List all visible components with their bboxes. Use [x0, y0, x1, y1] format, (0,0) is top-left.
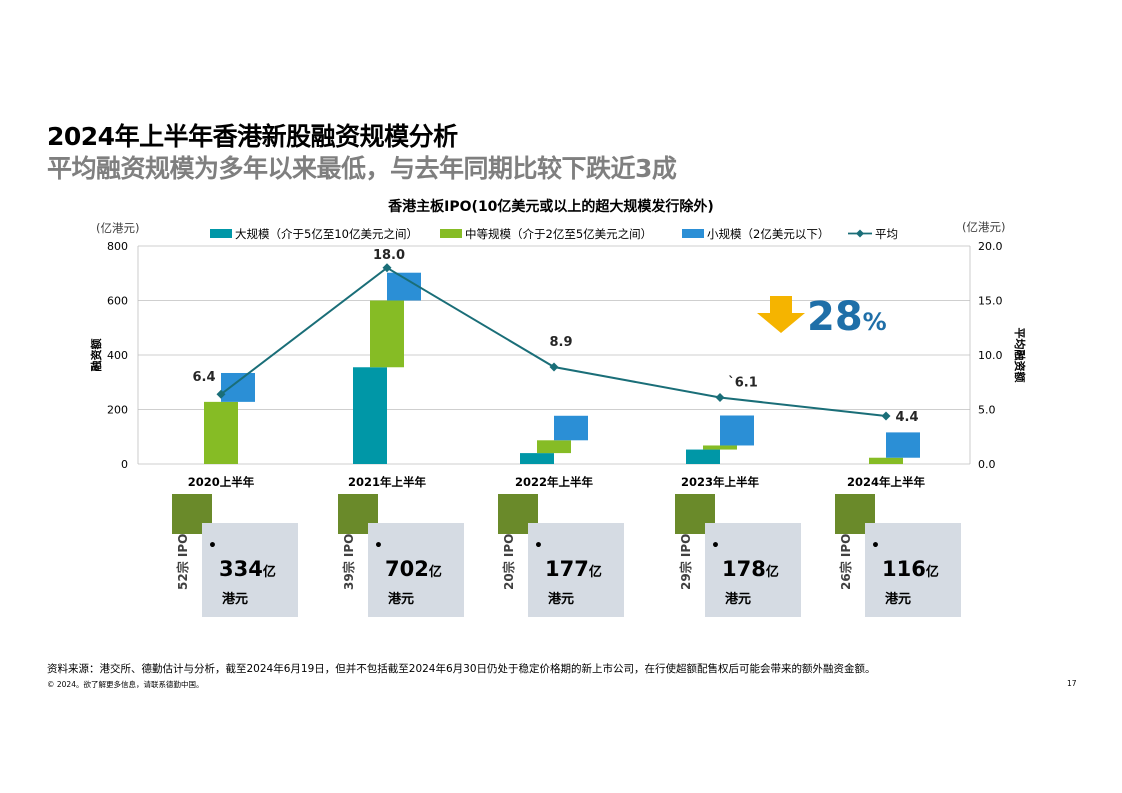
x-tick-label: 2021年上半年 — [348, 475, 427, 489]
source-note: 资料来源：港交所、德勤估计与分析，截至2024年6月19日，但并不包括截至202… — [47, 663, 876, 675]
legend-swatch — [682, 229, 704, 238]
average-data-label: 4.4 — [895, 410, 918, 425]
legend-swatch — [440, 229, 462, 238]
amount-value: 177 — [545, 557, 589, 581]
currency-unit: 港元 — [885, 592, 912, 607]
bar-segment — [204, 401, 238, 464]
amount-unit: 亿 — [925, 565, 939, 580]
legend-label: 平均 — [875, 227, 898, 241]
raised-amount: 177亿 — [545, 557, 602, 581]
bar-segment — [554, 415, 588, 441]
bullet: • — [374, 538, 383, 554]
currency-unit: 港元 — [222, 592, 249, 607]
x-tick-label: 2024年上半年 — [847, 475, 926, 489]
x-tick-label: 2023年上半年 — [681, 475, 760, 489]
amount-value: 178 — [722, 557, 766, 581]
ipo-count: 20宗 IPO — [502, 533, 516, 590]
legend-label: 中等规模（介于2亿至5亿美元之间） — [465, 227, 652, 241]
bullet: • — [711, 538, 720, 554]
currency-unit: 港元 — [548, 592, 575, 607]
chart-title: 香港主板IPO(10亿美元或以上的超大规模发行除外) — [387, 198, 714, 215]
page-subtitle: 平均融资规模为多年以来最低，与去年同期比较下跌近3成 — [47, 154, 677, 183]
bullet: • — [208, 538, 217, 554]
y2-tick-label: 5.0 — [978, 404, 996, 417]
legend-swatch — [210, 229, 232, 238]
currency-unit: 港元 — [388, 592, 415, 607]
right-axis-unit: (亿港元) — [962, 220, 1005, 234]
stat-tile — [368, 523, 464, 617]
raised-amount: 334亿 — [219, 557, 276, 581]
ipo-count: 39宗 IPO — [342, 533, 356, 590]
bar-segment — [370, 300, 404, 368]
ipo-count: 52宗 IPO — [176, 533, 190, 590]
bar-segment — [869, 457, 903, 464]
stat-tile — [865, 523, 961, 617]
bar-segment — [520, 453, 554, 464]
average-data-label: 8.9 — [549, 335, 572, 350]
average-data-label: `6.1 — [728, 376, 758, 391]
legend-label: 小规模（2亿美元以下） — [707, 227, 829, 241]
y-axis-title: 融资额 — [89, 339, 103, 372]
amount-unit: 亿 — [428, 565, 442, 580]
y-tick-label: 400 — [107, 349, 128, 362]
y2-tick-label: 15.0 — [978, 295, 1003, 308]
bar-segment — [221, 372, 255, 402]
ipo-count: 29宗 IPO — [679, 533, 693, 590]
y2-tick-label: 0.0 — [978, 458, 996, 471]
stat-tile — [528, 523, 624, 617]
average-marker — [382, 263, 392, 273]
average-marker — [715, 393, 725, 403]
average-data-label: 6.4 — [192, 370, 215, 385]
x-tick-label: 2020上半年 — [188, 475, 255, 489]
bar-segment — [720, 415, 754, 446]
y-tick-label: 200 — [107, 404, 128, 417]
bar-segment — [537, 440, 571, 454]
ipo-count: 26宗 IPO — [839, 533, 853, 590]
legend-label: 大规模（介于5亿至10亿美元之间） — [235, 227, 418, 241]
page-number: 17 — [1067, 679, 1077, 688]
y-tick-label: 800 — [107, 240, 128, 253]
copyright-note: © 2024。欲了解更多信息，请联系德勤中国。 — [47, 680, 204, 689]
left-axis-unit: (亿港元) — [96, 221, 139, 235]
average-data-label: 18.0 — [373, 248, 405, 263]
average-marker — [549, 362, 559, 372]
legend-line-marker — [856, 229, 864, 238]
amount-unit: 亿 — [262, 565, 276, 580]
bar-segment — [886, 432, 920, 458]
bar-segment — [686, 449, 720, 464]
amount-value: 116 — [882, 557, 926, 581]
stat-tile — [202, 523, 298, 617]
raised-amount: 116亿 — [882, 557, 939, 581]
bar-segment — [353, 367, 387, 464]
raised-amount: 702亿 — [385, 557, 442, 581]
average-marker — [881, 411, 891, 421]
page-title: 2024年上半年香港新股融资规模分析 — [47, 122, 458, 151]
down-arrow-icon — [757, 296, 805, 333]
amount-value: 334 — [219, 557, 263, 581]
average-marker — [216, 389, 226, 399]
raised-amount: 178亿 — [722, 557, 779, 581]
decline-percentage: 28% — [807, 294, 887, 340]
y2-axis-title: 平均融资额 — [1013, 328, 1027, 383]
bullet: • — [871, 538, 880, 554]
currency-unit: 港元 — [725, 592, 752, 607]
bullet: • — [534, 538, 543, 554]
y2-tick-label: 20.0 — [978, 240, 1003, 253]
amount-unit: 亿 — [588, 565, 602, 580]
y2-tick-label: 10.0 — [978, 349, 1003, 362]
amount-unit: 亿 — [765, 565, 779, 580]
x-tick-label: 2022年上半年 — [515, 475, 594, 489]
ipo-chart: 香港主板IPO(10亿美元或以上的超大规模发行除外) (亿港元) (亿港元) 大规模（… — [89, 198, 1027, 489]
y-tick-label: 600 — [107, 295, 128, 308]
y-tick-label: 0 — [121, 458, 128, 471]
bar-segment — [703, 445, 737, 450]
stat-tile — [705, 523, 801, 617]
amount-value: 702 — [385, 557, 429, 581]
